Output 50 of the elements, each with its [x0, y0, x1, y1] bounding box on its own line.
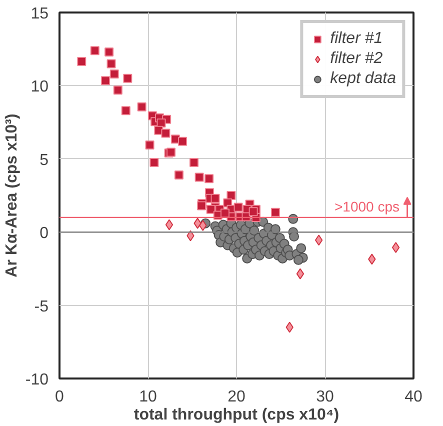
- point: [220, 208, 230, 218]
- point: [106, 59, 116, 68]
- point: [178, 136, 188, 146]
- y-tick-label: 5: [40, 152, 49, 169]
- point: [204, 174, 214, 184]
- y-axis-title: Ar Kα-Area (cps x10³): [3, 114, 20, 278]
- y-tick-label: -10: [25, 372, 49, 388]
- point: [194, 172, 204, 182]
- point: [165, 219, 174, 230]
- point: [392, 242, 400, 253]
- point: [248, 207, 258, 216]
- y-tick-label: 10: [30, 78, 49, 96]
- point: [77, 57, 86, 66]
- point: [226, 191, 236, 200]
- point: [289, 232, 300, 242]
- point: [270, 208, 280, 217]
- x-tick-label: 10: [139, 388, 157, 406]
- x-tick-label: 20: [228, 388, 246, 406]
- point: [161, 128, 170, 138]
- point: [314, 234, 323, 246]
- point: [90, 46, 100, 56]
- x-tick-label: 0: [55, 388, 64, 406]
- point: [296, 268, 304, 280]
- point: [206, 204, 216, 214]
- point: [121, 106, 130, 116]
- legend-label: filter #1: [330, 30, 383, 48]
- point: [150, 158, 159, 168]
- point: [123, 74, 132, 83]
- point: [174, 170, 184, 180]
- x-axis-title: total throughput (cps x10⁴): [134, 406, 340, 424]
- point: [145, 140, 154, 150]
- x-tick-label: 40: [404, 388, 422, 406]
- point: [137, 102, 146, 112]
- point: [190, 158, 199, 168]
- x-tick-label: 30: [316, 388, 334, 406]
- point: [234, 202, 243, 212]
- point: [210, 194, 220, 203]
- legend-label: kept data: [330, 70, 396, 88]
- point: [293, 254, 304, 265]
- point: [113, 86, 122, 95]
- legend-label: filter #2: [330, 50, 383, 68]
- point: [110, 69, 119, 78]
- point: [296, 243, 306, 254]
- point: [101, 76, 110, 86]
- point: [166, 148, 176, 157]
- point: [104, 48, 114, 57]
- y-tick-label: -5: [34, 298, 49, 316]
- y-tick-label: 15: [30, 6, 49, 22]
- ref-line-label: >1000 cps: [334, 198, 400, 214]
- y-tick-label: 0: [40, 225, 49, 242]
